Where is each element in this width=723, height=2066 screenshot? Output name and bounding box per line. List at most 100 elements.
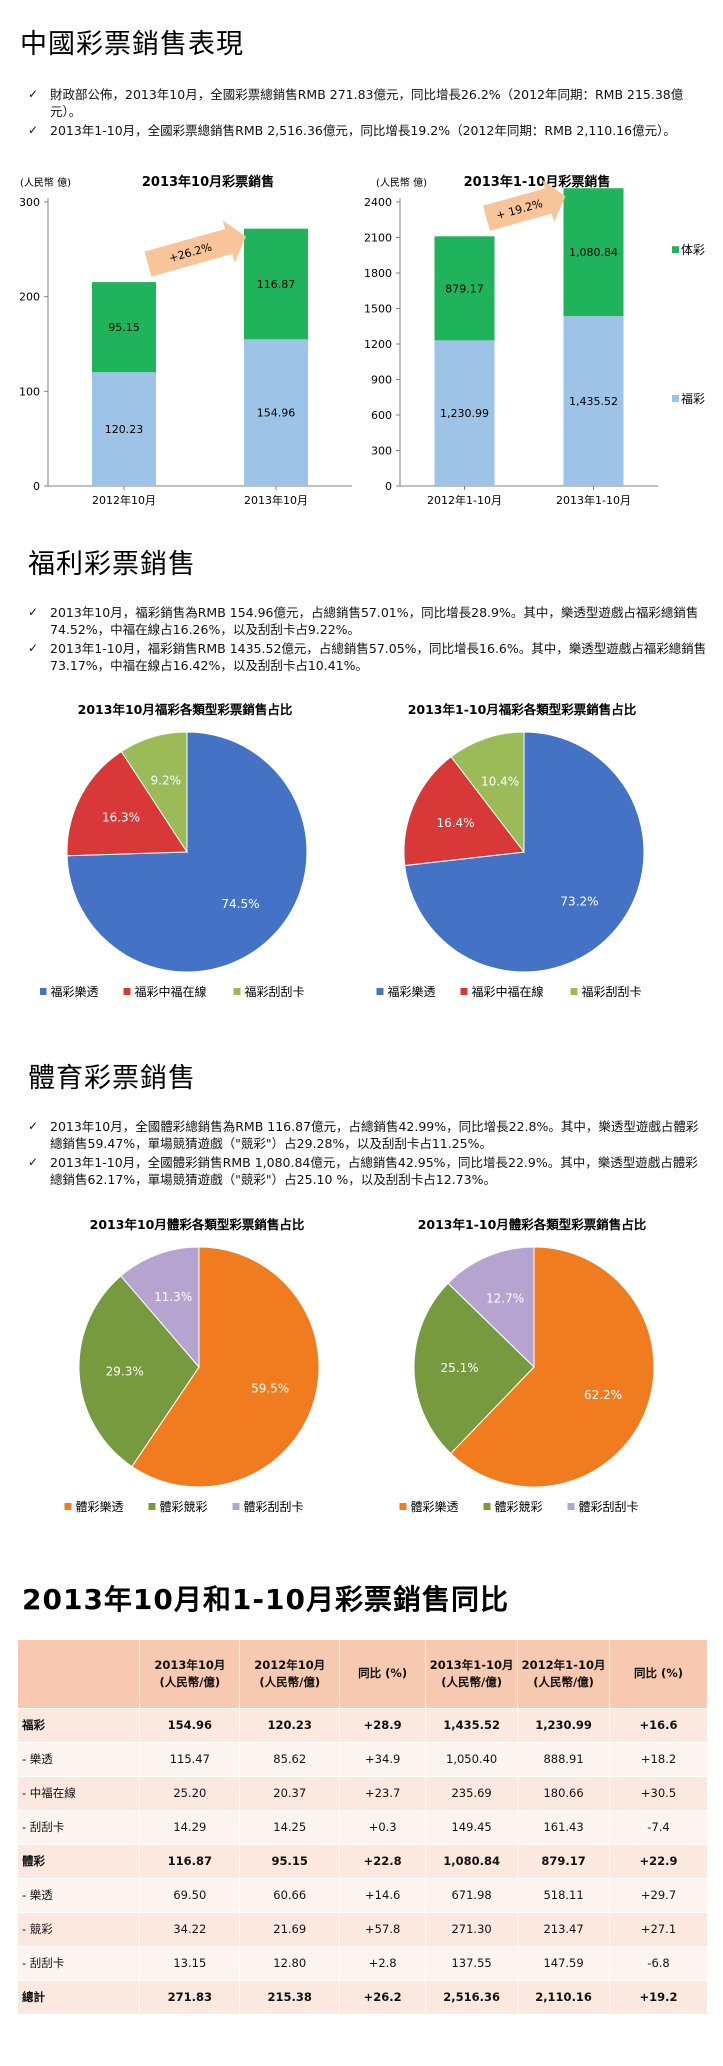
bullet-item: ✓ 2013年10月，全國體彩總銷售為RMB 116.87億元，占總銷售42.99… [28,1118,708,1152]
data-label: 95.15 [108,321,140,334]
legend-swatch [483,1503,491,1510]
pie-slice [131,1246,320,1488]
bullet-text: 財政部公佈，2013年10月，全國彩票總銷售RMB 271.83億元，同比增長2… [50,87,684,119]
pie-chart-sports-oct: 2013年10月體彩各類型彩票銷售占比 59.5% 29.3% 11.3% 體彩樂透 體彩… [64,1217,320,1514]
legend-label: 福彩 [681,391,705,406]
y-tick-label: 200 [20,291,40,304]
legend-swatch [672,246,679,254]
pie-chart-sports-jan-oct: 2013年1-10月體彩各類型彩票銷售占比 62.2% 25.1% 12.7% 體彩樂透… [399,1217,655,1514]
table-cell: +19.2 [609,1980,708,2015]
table-cell: 116.87 [139,1844,241,1879]
legend-swatch [123,988,131,995]
table-cell: +14.6 [339,1878,427,1913]
bar-ticai [244,228,308,340]
section-title-sports-lottery: 體育彩票銷售 [28,1063,196,1094]
table-cell: 20.37 [239,1776,341,1811]
slice-label: 16.3% [102,811,140,825]
legend-label: 體彩樂透 [411,1499,459,1514]
table-cell: 147.59 [517,1946,611,1981]
table-cell: 1,435.52 [425,1708,519,1743]
legend-label: 體彩刮刮卡 [244,1500,304,1514]
bar-chart-oct: 2013年10月彩票銷售 (人民幣 億) 0 100 200 300 120.23 95.15… [20,174,352,507]
table-row: - 樂透 69.50 60.66 +14.6 671.98 518.11 +29.7 [18,1878,708,1913]
slice-label: 9.2% [151,774,182,788]
table-cell: 14.29 [139,1810,241,1845]
bullet-item: ✓ 財政部公佈，2013年10月，全國彩票總銷售RMB 271.83億元，同比增長… [28,86,708,120]
row-label: - 刮刮卡 [18,1946,141,1981]
legend-label: 體彩刮刮卡 [579,1500,639,1514]
bar-fucai [92,372,156,486]
legend-label: 福彩中福在線 [472,984,544,999]
row-label: 體彩 [18,1844,141,1879]
table-cell: 25.20 [139,1776,241,1811]
y-tick-label: 2400 [364,196,392,209]
table-cell: +2.8 [339,1946,427,1981]
table-row: - 競彩 34.22 21.69 +57.8 271.30 213.47 +27.1 [18,1912,708,1947]
pie-slice [120,1246,200,1369]
check-icon: ✓ [28,1119,39,1133]
bullet-text: 2013年10月，全國體彩總銷售為RMB 116.87億元，占總銷售42.99%… [50,1119,699,1151]
table-cell: +23.7 [339,1776,427,1811]
table-cell: 888.91 [517,1742,611,1777]
legend-label: 體彩競彩 [495,1499,543,1514]
y-tick-label: 1500 [364,303,392,316]
bullet-list-sports: ✓ 2013年10月，全國體彩總銷售為RMB 116.87億元，占總銷售42.99… [28,1118,708,1190]
row-label: - 競彩 [18,1912,141,1947]
table-header-cell [18,1640,141,1709]
legend-swatch [232,1503,240,1510]
bullet-item: ✓ 2013年10月，福彩銷售為RMB 154.96億元，占總銷售57.01%，同… [28,604,708,638]
table-cell: 60.66 [239,1878,341,1913]
comparison-table: 2013年10月 (人民幣/億) 2012年10月 (人民幣/億) 同比 (%) 2013… [18,1640,708,2015]
section-title-comparison: 2013年10月和1-10月彩票銷售同比 [22,1583,509,1616]
chart-title: 2013年10月體彩各類型彩票銷售占比 [90,1217,305,1232]
table-cell: -7.4 [609,1810,708,1845]
table-row: - 刮刮卡 14.29 14.25 +0.3 149.45 161.43 -7.4 [18,1810,708,1845]
data-label: 120.23 [105,423,144,436]
y-axis-label: (人民幣 億) [376,176,427,189]
legend-swatch [148,1503,156,1510]
table-header-cell: 2012年10月 (人民幣/億) [239,1640,341,1709]
table-cell: 14.25 [239,1810,341,1845]
arrow-shape [144,220,247,277]
pie-slice [66,750,188,857]
y-tick-label: 900 [371,374,392,387]
x-tick-label: 2012年1-10月 [427,493,502,507]
slice-label: 74.5% [221,897,259,911]
table-row: - 樂透 115.47 85.62 +34.9 1,050.40 888.91 +18.2 [18,1742,708,1777]
table-cell: 271.83 [139,1980,241,2015]
table-cell: 120.23 [239,1708,341,1743]
table-header-cell: 2013年10月 (人民幣/億) [139,1640,241,1709]
bullet-item: ✓ 2013年1-10月，福彩銷售RMB 1435.52億元，占總銷售57.05%… [28,640,708,674]
table-cell: 85.62 [239,1742,341,1777]
section-title-welfare-lottery: 福利彩票銷售 [28,549,196,580]
bullet-item: ✓ 2013年1-10月，全國彩票總銷售RMB 2,516.36億元，同比增長19… [28,122,708,139]
y-axis-label: (人民幣 億) [20,176,71,189]
table-cell: 671.98 [425,1878,519,1913]
legend-label: 福彩中福在線 [135,984,207,999]
table-cell: +27.1 [609,1912,708,1947]
chart-title: 2013年1-10月體彩各類型彩票銷售占比 [418,1217,647,1232]
check-icon: ✓ [28,641,39,655]
bullet-text: 2013年1-10月，全國彩票總銷售RMB 2,516.36億元，同比增長19.… [50,123,676,138]
bullet-list-welfare: ✓ 2013年10月，福彩銷售為RMB 154.96億元，占總銷售57.01%，同… [28,604,708,676]
table-cell: 180.66 [517,1776,611,1811]
table-header-cell: 2013年1-10月 (人民幣/億) [425,1640,519,1709]
table-row: 總計 271.83 215.38 +26.2 2,516.36 2,110.16 +19.2 [18,1980,708,2015]
bar-chart-jan-oct: 2013年1-10月彩票銷售 (人民幣 億) 0 300 600 900 1200 1500 1… [364,174,705,507]
legend-label: 福彩刮刮卡 [582,984,642,999]
pie-slice [78,1275,200,1468]
table-cell: 21.69 [239,1912,341,1947]
slice-label: 59.5% [251,1382,289,1396]
table-cell: +0.3 [339,1810,427,1845]
row-label: - 樂透 [18,1742,141,1777]
table-cell: 235.69 [425,1776,519,1811]
table-cell: 271.30 [425,1912,519,1947]
data-label: 879.17 [445,282,484,295]
bar-fucai [563,316,624,486]
bullet-list-overview: ✓ 財政部公佈，2013年10月，全國彩票總銷售RMB 271.83億元，同比增長… [28,86,708,141]
table-header-cell: 同比 (%) [609,1640,708,1709]
pie-slice [403,756,525,867]
bar-ticai [434,236,495,341]
table-cell: 154.96 [139,1708,241,1743]
comparison-table-wrapper: 2013年10月 (人民幣/億) 2012年10月 (人民幣/億) 同比 (%) 2013… [18,1640,708,2015]
